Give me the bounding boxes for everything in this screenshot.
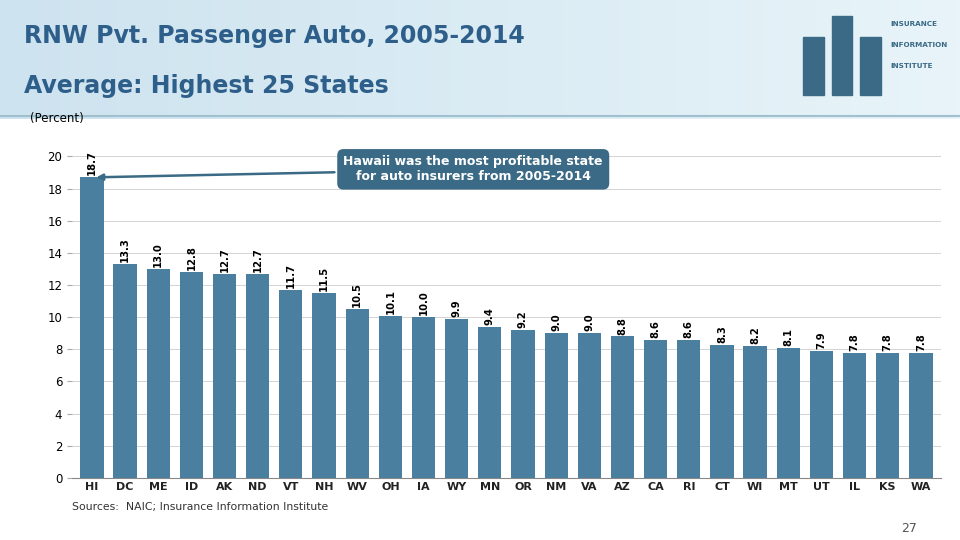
Text: 11.7: 11.7 bbox=[286, 263, 296, 288]
Text: 8.6: 8.6 bbox=[651, 320, 660, 338]
Text: 9.2: 9.2 bbox=[518, 310, 528, 328]
Text: 9.4: 9.4 bbox=[485, 307, 494, 325]
Bar bbox=[147, 269, 170, 478]
Text: 8.1: 8.1 bbox=[783, 328, 793, 346]
Text: Average: Highest 25 States: Average: Highest 25 States bbox=[24, 73, 389, 98]
Text: 7.8: 7.8 bbox=[883, 333, 893, 350]
Text: 13.3: 13.3 bbox=[120, 238, 130, 262]
Bar bbox=[710, 345, 733, 478]
Bar bbox=[831, 16, 852, 95]
Text: 8.2: 8.2 bbox=[750, 327, 760, 344]
Bar bbox=[445, 319, 468, 478]
Bar bbox=[180, 272, 203, 478]
Text: 9.0: 9.0 bbox=[551, 314, 562, 332]
Text: 12.8: 12.8 bbox=[186, 245, 197, 270]
Text: INFORMATION: INFORMATION bbox=[890, 42, 948, 48]
Bar bbox=[644, 340, 667, 478]
Text: INSTITUTE: INSTITUTE bbox=[890, 63, 933, 69]
Bar bbox=[777, 348, 800, 478]
Text: 10.0: 10.0 bbox=[419, 291, 428, 315]
Bar bbox=[803, 37, 824, 95]
Bar bbox=[876, 353, 900, 478]
Bar bbox=[478, 327, 501, 478]
Text: 8.6: 8.6 bbox=[684, 320, 694, 338]
Text: 18.7: 18.7 bbox=[87, 151, 97, 176]
Text: 9.0: 9.0 bbox=[585, 314, 594, 332]
Bar bbox=[860, 37, 880, 95]
Bar bbox=[113, 264, 136, 478]
Bar bbox=[279, 290, 302, 478]
Text: (Percent): (Percent) bbox=[31, 112, 84, 125]
Text: 11.5: 11.5 bbox=[319, 266, 329, 291]
Text: 10.5: 10.5 bbox=[352, 282, 362, 307]
Text: 27: 27 bbox=[900, 522, 917, 535]
Bar bbox=[611, 336, 634, 478]
Bar bbox=[843, 353, 866, 478]
Text: 12.7: 12.7 bbox=[252, 247, 263, 272]
Bar bbox=[512, 330, 535, 478]
Text: 13.0: 13.0 bbox=[154, 242, 163, 267]
Bar bbox=[81, 177, 104, 478]
Bar bbox=[544, 333, 567, 478]
Bar bbox=[677, 340, 701, 478]
Text: 7.8: 7.8 bbox=[916, 333, 925, 350]
Bar bbox=[312, 293, 336, 478]
Bar bbox=[578, 333, 601, 478]
Bar bbox=[743, 346, 767, 478]
Text: 12.7: 12.7 bbox=[220, 247, 229, 272]
Bar bbox=[412, 317, 435, 478]
Bar bbox=[379, 315, 402, 478]
Bar bbox=[346, 309, 369, 478]
Bar bbox=[246, 274, 270, 478]
Text: Hawaii was the most profitable state
for auto insurers from 2005-2014: Hawaii was the most profitable state for… bbox=[99, 156, 603, 183]
Bar bbox=[909, 353, 932, 478]
Text: 7.9: 7.9 bbox=[816, 332, 827, 349]
Text: Sources:  NAIC; Insurance Information Institute: Sources: NAIC; Insurance Information Ins… bbox=[72, 502, 328, 512]
Text: 8.3: 8.3 bbox=[717, 325, 727, 342]
Bar bbox=[810, 351, 833, 478]
Text: 9.9: 9.9 bbox=[451, 299, 462, 317]
Text: RNW Pvt. Passenger Auto, 2005-2014: RNW Pvt. Passenger Auto, 2005-2014 bbox=[24, 24, 525, 48]
Text: INSURANCE: INSURANCE bbox=[890, 21, 937, 27]
Text: 10.1: 10.1 bbox=[385, 289, 396, 314]
Text: 7.8: 7.8 bbox=[850, 333, 859, 350]
Bar bbox=[213, 274, 236, 478]
Text: 8.8: 8.8 bbox=[617, 316, 628, 335]
